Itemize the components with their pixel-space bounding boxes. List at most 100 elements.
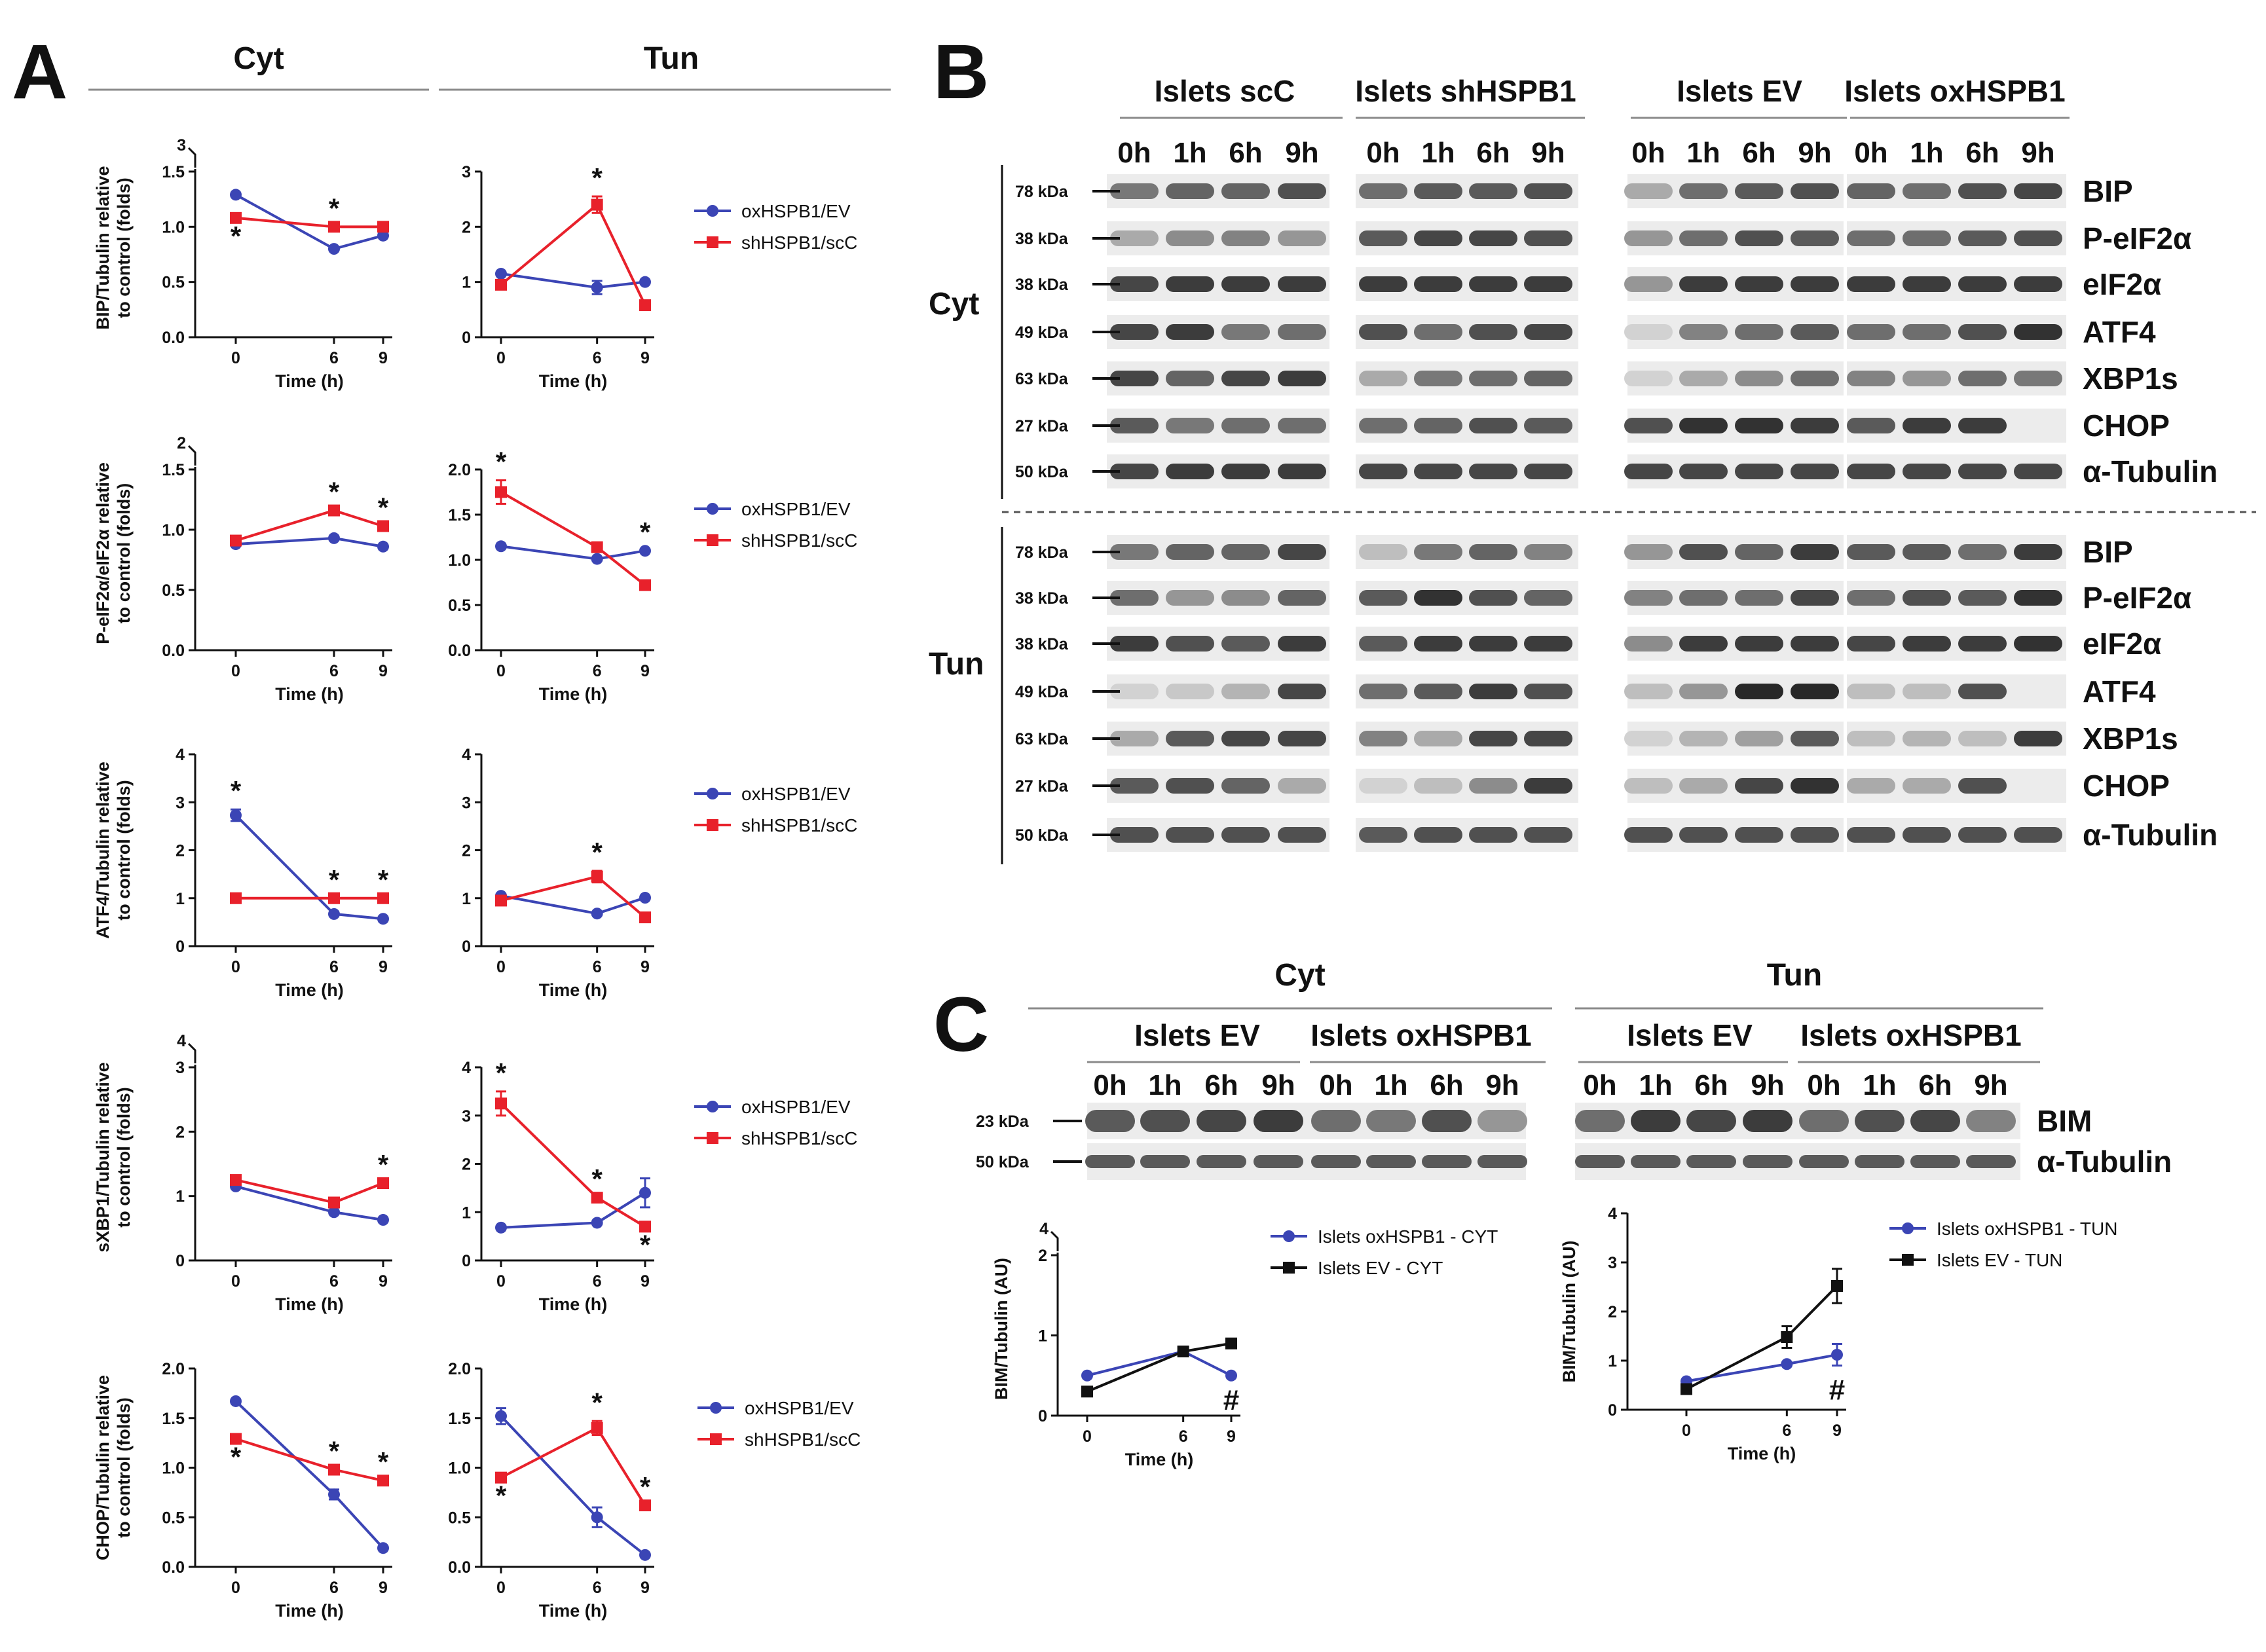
panel-b-time-label: 1h [1686,137,1720,169]
panel-b-band [1903,371,1951,386]
panel-b-band [1110,464,1159,479]
chart-a-atf4-cyt-ytick-label: 2 [176,842,185,860]
panel-b-kda-label: 50 kDa [1015,826,1069,845]
chart-a-atf4-tun-x-label: Time (h) [539,980,608,1000]
panel-b-band [1903,778,1951,794]
chart-c-cyt-legend-label-1: Islets oxHSPB1 - CYT [1318,1226,1498,1247]
panel-b-time-label: 6h [1229,137,1262,169]
panel-c-band [1311,1110,1361,1132]
chart-c-cyt-legend-marker-1 [1283,1230,1295,1242]
panel-b-band [1847,371,1895,386]
panel-b-band [1166,276,1214,292]
panel-b-band [1679,276,1728,292]
chart-a-sxbp1-tun-annotation: * [640,1229,651,1260]
chart-a-bip-cyt-ytick-label: 0.0 [162,329,185,347]
chart-a-chop-cyt-annotation: * [329,1436,340,1467]
panel-b-protein-label: P-eIF2α [2083,581,2191,615]
chart-a-bip-cyt-ytick-label: 1.0 [162,218,185,236]
panel-b-band [1903,684,1951,699]
panel-b-band [1110,544,1159,560]
panel-b-band [1524,276,1572,292]
panel-b-band [1221,827,1270,843]
chart-a-bip-cyt-point-s1 [230,189,242,201]
panel-b-band [1735,276,1783,292]
panel-c-time-label: 0h [1807,1069,1840,1101]
panel-b-band [1958,636,2007,652]
panel-c-band [1366,1155,1416,1168]
chart-a-sxbp1-tun-ytick-label: 0 [462,1252,471,1270]
panel-b-band [2014,183,2062,199]
panel-b-band [1735,590,1783,606]
chart-a-sxbp1-cyt-ytick-label: 2 [176,1123,185,1141]
panel-b-band [1359,544,1407,560]
panel-b-band [1847,684,1895,699]
panel-b-protein-label: BIP [2083,535,2133,569]
panel-b-band [1624,324,1673,340]
panel-c-band [1966,1155,2016,1168]
panel-b-band [1110,371,1159,386]
chart-a-bip-cyt-x-label: Time (h) [275,371,344,391]
chart-a-bip-cyt-point-s2 [377,221,389,233]
chart-c-cyt-legend-marker-2 [1283,1262,1295,1274]
panel-b-band [1278,371,1326,386]
panel-a-header-cyt: Cyt [233,41,284,76]
panel-b-band [1903,324,1951,340]
panel-b-band [2014,371,2062,386]
panel-b-band [1469,636,1517,652]
chart-a-atf4-cyt-point-s1 [328,908,340,920]
panel-a-header-tun: Tun [644,41,699,76]
panel-b-band [1469,827,1517,843]
panel-b-protein-label: CHOP [2083,769,2170,803]
panel-b-band [1847,590,1895,606]
panel-b-kda-label: 38 kDa [1015,230,1069,248]
panel-b-band [1221,371,1270,386]
panel-b-band [1278,636,1326,652]
chart-a-atf4-cyt-annotation: * [378,864,389,895]
chart-a-chop-cyt-ytick-label: 0.0 [162,1558,185,1577]
panel-b-band [1110,590,1159,606]
panel-c-band [1422,1155,1472,1168]
chart-a-atf4-tun-xtick-label: 0 [496,958,506,976]
panel-b-band [1958,230,2007,246]
panel-b-band [1735,636,1783,652]
chart-c-cyt-ytick-label: 0 [1038,1407,1047,1425]
chart-a-peif2a-cyt-x-label: Time (h) [275,684,344,704]
panel-c-time-label: 9h [1261,1069,1295,1101]
chart-a-peif2a-tun-point-s1 [639,545,651,557]
chart-a-chop-tun-legend-label-2: shHSPB1/scC [745,1429,861,1450]
panel-b-band [1414,778,1462,794]
panel-b-band [1359,371,1407,386]
panel-b-protein-label: BIP [2083,174,2133,208]
panel-b-band [1847,324,1895,340]
chart-a-atf4-cyt-point-s2 [328,892,340,904]
panel-b-band [1791,324,1839,340]
chart-a-chop-tun-point-s2 [591,1422,603,1434]
chart-a-atf4-cyt-ytick-label: 0 [176,938,185,956]
chart-c-tun-ytick-label: 3 [1608,1254,1617,1272]
chart-a-peif2a-tun-point-s2 [495,486,507,498]
panel-b-time-label: 0h [1117,137,1151,169]
chart-c-tun-annotation: # [1829,1374,1845,1406]
panel-b-band [1679,778,1728,794]
panel-b-band [1469,731,1517,746]
panel-b-band [1903,276,1951,292]
panel-b-kda-label: 38 kDa [1015,589,1069,608]
chart-a-bip-tun-point-s1 [639,276,651,288]
panel-b-band [1958,418,2007,433]
panel-b-band [1278,731,1326,746]
panel-b-band [1524,464,1572,479]
chart-a-sxbp1-tun-point-s1 [639,1186,651,1199]
chart-a-bip-tun-point-s2 [591,198,603,211]
panel-b-band [1359,731,1407,746]
chart-a-chop-tun-xtick-label: 6 [593,1579,602,1597]
chart-a-atf4-cyt-legend-label-2: shHSPB1/scC [741,815,857,835]
panel-c-band [1085,1155,1135,1168]
chart-c-cyt-ytick-label: 1 [1038,1327,1047,1346]
panel-b-band [1469,230,1517,246]
chart-a-bip-tun-ytick-label: 1 [462,274,471,292]
panel-b-band [1958,276,2007,292]
panel-b-band [1278,230,1326,246]
panel-b-band [1278,183,1326,199]
panel-b-band [1469,778,1517,794]
panel-b-band [1679,464,1728,479]
